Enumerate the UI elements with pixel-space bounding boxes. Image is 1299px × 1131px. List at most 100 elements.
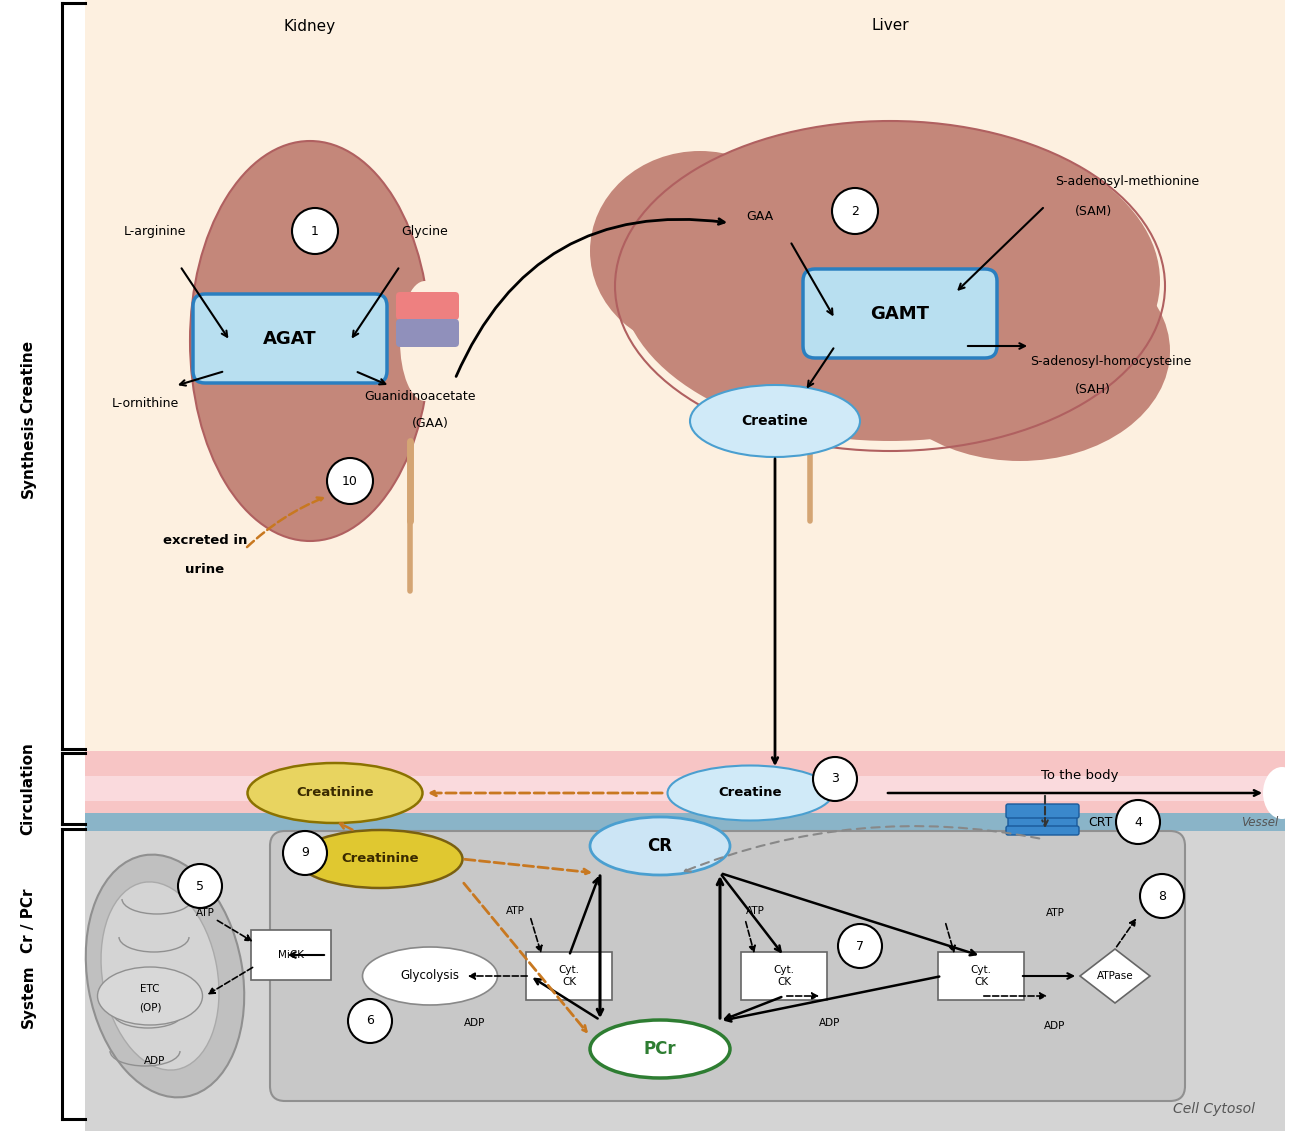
FancyBboxPatch shape [270,831,1185,1100]
Text: 9: 9 [301,846,309,860]
Circle shape [838,924,882,968]
Text: S-adenosyl-homocysteine: S-adenosyl-homocysteine [1030,354,1191,368]
Bar [84,801,1285,826]
Text: 10: 10 [342,475,359,487]
Text: ATP: ATP [1046,908,1064,918]
Bar [1030,813,1040,831]
Text: Creatine: Creatine [742,414,808,428]
Text: 6: 6 [366,1015,374,1027]
Text: ADP: ADP [820,1018,840,1028]
Ellipse shape [1263,767,1299,819]
Text: Cr / PCr: Cr / PCr [21,889,35,953]
Text: Cyt.
CK: Cyt. CK [970,965,991,987]
Text: To the body: To the body [1042,769,1118,783]
Ellipse shape [668,766,833,820]
FancyBboxPatch shape [938,952,1024,1000]
Ellipse shape [86,855,244,1097]
Bar [84,0,1285,751]
Ellipse shape [362,947,498,1005]
Circle shape [813,757,857,801]
Text: AGAT: AGAT [264,330,317,348]
Text: Vessel: Vessel [1241,815,1278,829]
Ellipse shape [97,967,203,1025]
Circle shape [1141,874,1183,918]
Ellipse shape [590,1020,730,1078]
FancyBboxPatch shape [396,292,459,320]
Text: ATP: ATP [196,908,214,918]
Bar [84,776,1285,801]
Ellipse shape [190,141,430,541]
Circle shape [1116,800,1160,844]
FancyBboxPatch shape [1005,804,1079,818]
Ellipse shape [297,830,462,888]
Text: urine: urine [186,562,225,576]
FancyBboxPatch shape [1005,826,1079,835]
Text: CR: CR [647,837,673,855]
Text: 3: 3 [831,772,839,786]
Text: Liver: Liver [872,18,909,34]
Ellipse shape [690,385,860,457]
Ellipse shape [870,241,1170,461]
Circle shape [348,999,392,1043]
Text: 1: 1 [310,224,320,238]
Text: Glycine: Glycine [401,224,448,238]
Bar [84,826,1285,1131]
Ellipse shape [101,882,220,1070]
Polygon shape [1079,949,1150,1003]
FancyBboxPatch shape [740,952,827,1000]
Bar [1016,813,1026,831]
Text: Creatine: Creatine [21,339,35,413]
Circle shape [831,188,878,234]
Circle shape [283,831,327,875]
Bar [84,813,1285,831]
Circle shape [327,458,373,504]
Text: 7: 7 [856,940,864,952]
Ellipse shape [590,817,730,875]
Text: CRT: CRT [1089,815,1112,829]
Text: Creatine: Creatine [718,786,782,800]
FancyBboxPatch shape [803,269,998,359]
Bar [84,751,1285,776]
Text: Guanidinoacetate: Guanidinoacetate [364,389,475,403]
FancyBboxPatch shape [1008,812,1077,834]
Text: ATPase: ATPase [1096,972,1133,981]
Bar [84,751,1285,826]
Text: 4: 4 [1134,815,1142,829]
Text: L-ornithine: L-ornithine [112,397,179,409]
Text: ATP: ATP [746,906,764,916]
Bar [1044,813,1053,831]
Circle shape [292,208,338,254]
FancyBboxPatch shape [396,319,459,347]
Ellipse shape [620,121,1160,441]
Text: (OP): (OP) [139,1002,161,1012]
Text: MiCK: MiCK [278,950,304,960]
Text: System: System [21,965,35,1028]
Text: Cell Cytosol: Cell Cytosol [1173,1102,1255,1116]
Text: excreted in: excreted in [162,535,247,547]
Ellipse shape [248,763,422,823]
Text: 5: 5 [196,880,204,892]
Text: ETC: ETC [140,984,160,994]
Text: ATP: ATP [505,906,525,916]
Text: Glycolysis: Glycolysis [400,969,460,983]
Text: ADP: ADP [144,1056,166,1067]
Text: (GAA): (GAA) [412,416,448,430]
Text: 8: 8 [1157,889,1167,903]
Text: Synthesis: Synthesis [21,414,35,498]
Text: Circulation: Circulation [21,743,35,836]
Text: PCr: PCr [644,1041,677,1057]
Ellipse shape [400,280,449,402]
Text: (SAH): (SAH) [1076,382,1111,396]
Text: ADP: ADP [464,1018,486,1028]
Text: Creatinine: Creatinine [296,786,374,800]
Circle shape [178,864,222,908]
Text: Cyt.
CK: Cyt. CK [773,965,795,987]
Text: L-arginine: L-arginine [123,224,186,238]
FancyBboxPatch shape [526,952,612,1000]
Text: ADP: ADP [1044,1021,1065,1031]
FancyBboxPatch shape [251,930,331,979]
Text: GAMT: GAMT [870,305,930,323]
Text: Cyt.
CK: Cyt. CK [559,965,579,987]
Text: Creatinine: Creatinine [342,853,418,865]
Text: Kidney: Kidney [284,18,336,34]
